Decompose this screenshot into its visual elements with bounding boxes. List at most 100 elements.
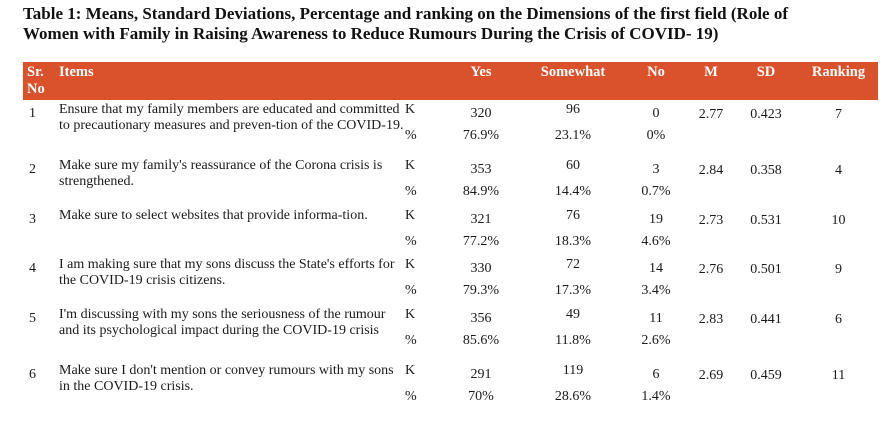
somewhat-count: 119 — [562, 363, 584, 378]
header-no-label: No — [27, 81, 45, 97]
yes-percent: 70% — [468, 389, 494, 404]
pct-label: % — [405, 389, 417, 404]
rank-cell: 11 — [799, 361, 878, 411]
somewhat-count: 60 — [566, 158, 580, 173]
header-blank — [405, 62, 439, 100]
header-sr-label: Sr. — [27, 64, 44, 80]
yes-cell: 321 77.2% — [439, 206, 523, 255]
yes-count: 330 — [470, 261, 492, 276]
somewhat-cell: 96 23.1% — [523, 100, 623, 156]
pct-label: % — [405, 184, 417, 199]
somewhat-cell: 60 14.4% — [523, 156, 623, 206]
yes-cell: 291 70% — [439, 361, 523, 411]
yes-cell: 330 79.3% — [439, 255, 523, 305]
mean-value: 2.69 — [698, 368, 724, 383]
item-text: I am making sure that my sons discuss th… — [59, 257, 395, 288]
no-count: 0 — [652, 106, 660, 121]
results-table: Sr. No Items Yes Somewhat No M SD Rankin… — [23, 62, 878, 411]
rank-value: 7 — [835, 107, 842, 122]
rank-cell: 6 — [799, 305, 878, 361]
somewhat-count: 72 — [566, 257, 580, 272]
k-label: K — [405, 158, 416, 173]
sd-cell: 0.459 — [733, 361, 799, 411]
k-label: K — [405, 208, 416, 223]
sd-cell: 0.358 — [733, 156, 799, 206]
sd-value: 0.423 — [750, 107, 782, 122]
sd-value: 0.531 — [750, 213, 782, 228]
somewhat-cell: 119 28.6% — [523, 361, 623, 411]
table-caption: Table 1: Means, Standard Deviations, Per… — [23, 4, 873, 44]
table-row: 6 Make sure I don't mention or convey rum… — [23, 361, 878, 411]
mean-value: 2.83 — [698, 312, 724, 327]
yes-cell: 320 76.9% — [439, 100, 523, 156]
mean-cell: 2.83 — [689, 305, 733, 361]
item-text: Make sure to select websites that provid… — [59, 208, 368, 223]
no-cell: 11 2.6% — [623, 305, 689, 361]
somewhat-percent: 11.8% — [555, 333, 591, 348]
mean-value: 2.84 — [698, 163, 724, 178]
sr-no: 5 — [29, 311, 36, 326]
yes-count: 291 — [470, 367, 492, 382]
header-items: Items — [59, 64, 94, 80]
k-label: K — [405, 307, 416, 322]
sr-no: 3 — [29, 212, 36, 227]
sd-cell: 0.441 — [733, 305, 799, 361]
item-cell: Make sure I don't mention or convey rumo… — [55, 361, 405, 411]
table-row: 4 I am making sure that my sons discuss t… — [23, 255, 878, 305]
pct-label: % — [405, 283, 417, 298]
item-cell: Make sure to select websites that provid… — [55, 206, 405, 255]
yes-percent: 76.9% — [462, 128, 500, 143]
somewhat-cell: 72 17.3% — [523, 255, 623, 305]
item-cell: I'm discussing with my sons the seriousn… — [55, 305, 405, 361]
sr-no-cell: 5 — [23, 305, 55, 361]
no-percent: 0% — [646, 128, 666, 143]
item-text: Ensure that my family members are educat… — [59, 102, 404, 133]
somewhat-percent: 14.4% — [554, 184, 592, 199]
kpct-label-cell: K% — [405, 361, 439, 411]
item-text: I'm discussing with my sons the seriousn… — [59, 307, 386, 338]
rank-cell: 7 — [799, 100, 878, 156]
header-m: M — [704, 64, 718, 80]
header-yes: Yes — [470, 64, 492, 80]
no-percent: 3.4% — [641, 283, 671, 298]
sd-cell: 0.501 — [733, 255, 799, 305]
sd-value: 0.441 — [750, 312, 782, 327]
mean-value: 2.77 — [698, 107, 724, 122]
yes-cell: 356 85.6% — [439, 305, 523, 361]
sd-cell: 0.531 — [733, 206, 799, 255]
caption-line-2: Women with Family in Raising Awareness t… — [23, 24, 719, 43]
no-count: 11 — [649, 311, 663, 326]
no-count: 19 — [649, 212, 663, 227]
table-row: 5 I'm discussing with my sons the serious… — [23, 305, 878, 361]
kpct-label-cell: K% — [405, 156, 439, 206]
k-label: K — [405, 102, 416, 117]
item-cell: Ensure that my family members are educat… — [55, 100, 405, 156]
no-cell: 14 3.4% — [623, 255, 689, 305]
yes-count: 320 — [470, 106, 492, 121]
no-cell: 0 0% — [623, 100, 689, 156]
sr-no-cell: 2 — [23, 156, 55, 206]
yes-count: 356 — [470, 311, 492, 326]
header-no: No — [647, 64, 665, 80]
sd-value: 0.501 — [750, 262, 782, 277]
no-count: 3 — [652, 162, 660, 177]
rank-value: 11 — [831, 368, 846, 383]
somewhat-count: 96 — [566, 102, 580, 117]
yes-percent: 84.9% — [462, 184, 500, 199]
somewhat-cell: 76 18.3% — [523, 206, 623, 255]
no-cell: 6 1.4% — [623, 361, 689, 411]
yes-percent: 79.3% — [462, 283, 500, 298]
mean-value: 2.76 — [698, 262, 724, 277]
somewhat-percent: 28.6% — [554, 389, 592, 404]
kpct-label-cell: K% — [405, 305, 439, 361]
sr-no: 4 — [29, 261, 36, 276]
no-cell: 3 0.7% — [623, 156, 689, 206]
sr-no: 6 — [29, 367, 36, 382]
rank-value: 6 — [835, 312, 842, 327]
sd-value: 0.459 — [750, 368, 782, 383]
no-count: 14 — [649, 261, 663, 276]
mean-cell: 2.73 — [689, 206, 733, 255]
table-row: 3 Make sure to select websites that provi… — [23, 206, 878, 255]
yes-percent: 85.6% — [462, 333, 500, 348]
sr-no-cell: 3 — [23, 206, 55, 255]
